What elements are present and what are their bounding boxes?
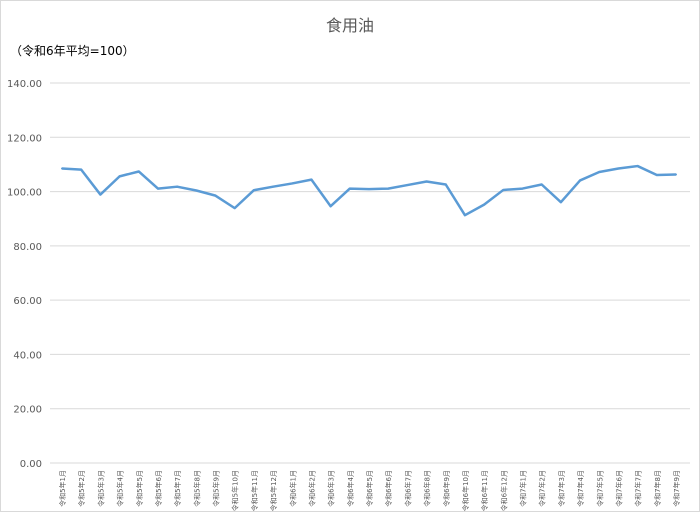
x-tick-label: 令和7年9月 xyxy=(672,470,681,507)
data-point xyxy=(329,205,332,208)
x-tick-label: 令和6年7月 xyxy=(403,470,412,507)
x-tick-label: 令和6年3月 xyxy=(327,470,336,507)
x-tick-label: 令和5年7月 xyxy=(173,470,182,507)
data-point xyxy=(348,187,351,190)
y-tick-label: 60.00 xyxy=(13,296,42,307)
x-tick-label: 令和5年11月 xyxy=(250,470,259,511)
x-tick-label: 令和6年12月 xyxy=(499,470,508,511)
data-point xyxy=(233,207,236,210)
data-point xyxy=(502,188,505,191)
data-point xyxy=(579,179,582,182)
data-point xyxy=(483,203,486,206)
data-point xyxy=(291,182,294,185)
data-point xyxy=(156,187,159,190)
data-point xyxy=(176,185,179,188)
x-tick-label: 令和5年8月 xyxy=(192,470,201,507)
data-point xyxy=(598,171,601,174)
data-point xyxy=(214,194,217,197)
data-point xyxy=(368,188,370,191)
data-point xyxy=(118,175,121,178)
x-tick-label: 令和6年11月 xyxy=(480,470,489,511)
x-tick-label: 令和7年8月 xyxy=(653,470,662,507)
x-tick-label: 令和5年10月 xyxy=(231,470,240,511)
y-tick-label: 80.00 xyxy=(13,242,42,253)
x-tick-label: 令和5年5月 xyxy=(135,470,144,507)
data-point xyxy=(636,165,639,168)
data-point xyxy=(540,183,543,186)
x-tick-label: 令和6年2月 xyxy=(307,470,316,507)
x-tick-label: 令和5年4月 xyxy=(116,470,125,507)
y-tick-label: 40.00 xyxy=(13,350,42,361)
x-tick-label: 令和7年4月 xyxy=(576,470,585,507)
data-point xyxy=(675,173,677,176)
data-point xyxy=(655,174,658,177)
x-tick-label: 令和5年9月 xyxy=(212,470,221,507)
y-tick-label: 0.00 xyxy=(20,459,42,470)
x-tick-label: 令和6年10月 xyxy=(461,470,470,511)
data-point xyxy=(252,189,255,192)
x-tick-label: 令和5年2月 xyxy=(77,470,86,507)
x-tick-label: 令和7年5月 xyxy=(595,470,604,507)
data-point xyxy=(61,167,63,170)
series-line xyxy=(61,164,677,217)
x-tick-label: 令和6年6月 xyxy=(384,470,393,507)
x-tick-label: 令和7年1月 xyxy=(519,470,528,507)
y-tick-label: 120.00 xyxy=(7,133,42,144)
data-point xyxy=(444,183,447,186)
chart-subtitle: （令和6年平均=100） xyxy=(10,44,135,58)
x-tick-label: 令和7年3月 xyxy=(557,470,566,507)
x-tick-label: 令和7年2月 xyxy=(538,470,547,507)
x-tick-label: 令和7年7月 xyxy=(634,470,643,507)
data-point xyxy=(387,187,390,190)
x-tick-label: 令和7年6月 xyxy=(614,470,623,507)
data-point xyxy=(137,170,140,173)
data-point xyxy=(272,185,275,188)
data-point xyxy=(617,167,620,170)
data-point xyxy=(521,187,524,190)
y-tick-label: 100.00 xyxy=(7,188,42,199)
data-point xyxy=(406,184,409,187)
x-tick-label: 令和6年4月 xyxy=(346,470,355,507)
data-point xyxy=(310,178,313,181)
x-tick-label: 令和5年3月 xyxy=(96,470,105,507)
x-tick-label: 令和6年9月 xyxy=(442,470,451,507)
data-point xyxy=(559,201,562,204)
x-tick-label: 令和6年8月 xyxy=(423,470,432,507)
x-tick-label: 令和6年1月 xyxy=(288,470,297,507)
x-tick-label: 令和6年5月 xyxy=(365,470,374,507)
x-tick-label: 令和5年6月 xyxy=(154,470,163,507)
y-tick-label: 140.00 xyxy=(7,79,42,90)
data-point xyxy=(195,189,198,192)
y-tick-label: 20.00 xyxy=(13,405,42,416)
chart-title: 食用油 xyxy=(325,16,374,35)
data-point xyxy=(99,193,102,196)
x-tick-label: 令和5年12月 xyxy=(269,470,278,511)
data-point xyxy=(425,180,428,183)
x-tick-label: 令和5年1月 xyxy=(58,470,67,507)
data-point xyxy=(80,168,83,171)
data-point xyxy=(463,214,466,217)
